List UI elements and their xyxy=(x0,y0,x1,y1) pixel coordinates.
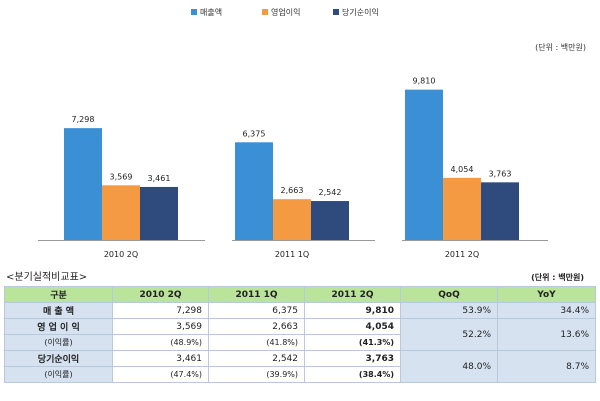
row-label-net-margin: (이익률) xyxy=(4,366,113,383)
x-tick-label-2: 2011 2Q xyxy=(445,250,479,259)
legend-sales-swatch xyxy=(191,9,197,15)
cell-op-margin-2011-2q: (41.3%) xyxy=(304,334,401,351)
row-label-net-income: 당기순이익 xyxy=(4,350,113,367)
bar-operating-profit-0 xyxy=(102,185,140,240)
bar-operating-profit-2 xyxy=(443,177,481,240)
table-unit-label: (단위 : 백만원) xyxy=(531,273,584,282)
table-row-sales: 매 출 액 7,298 6,375 9,810 53.9% 34.4% xyxy=(4,302,596,319)
table-row-operating-profit: 영 업 이 익 3,569 2,663 4,054 52.2% 13.6% xyxy=(4,318,596,351)
data-label-operating-profit-1: 2,663 xyxy=(281,186,304,195)
header-category: 구분 xyxy=(4,286,113,303)
quarterly-comparison-table: 구분 2010 2Q 2011 1Q 2011 2Q QoQ YoY 매 출 액… xyxy=(4,286,596,383)
cell-sales-2010-2q: 7,298 xyxy=(112,302,209,319)
header-yoy: YoY xyxy=(497,286,596,303)
row-label-sales: 매 출 액 xyxy=(4,302,113,319)
bar-sales-0 xyxy=(64,128,102,240)
table-row-net-income: 당기순이익 3,461 2,542 3,763 48.0% 8.7% xyxy=(4,350,596,383)
cell-op-yoy: 13.6% xyxy=(497,318,596,351)
table-title: <분기실적비교표> xyxy=(6,272,88,283)
cell-net-margin-2011-2q: (38.4%) xyxy=(304,366,401,383)
cell-sales-2011-1q: 6,375 xyxy=(208,302,305,319)
table-header-row: 구분 2010 2Q 2011 1Q 2011 2Q QoQ YoY xyxy=(4,286,596,303)
data-label-sales-1: 6,375 xyxy=(243,129,266,138)
cell-sales-2011-2q: 9,810 xyxy=(304,302,401,319)
cell-sales-qoq: 53.9% xyxy=(400,302,498,319)
data-label-sales-2: 9,810 xyxy=(413,77,436,86)
data-label-net-income-0: 3,461 xyxy=(148,174,171,183)
cell-net-2011-2q: 3,763 xyxy=(304,350,401,367)
header-2011-2q: 2011 2Q xyxy=(304,286,401,303)
data-label-operating-profit-0: 3,569 xyxy=(110,172,133,181)
chart-unit-label: (단위 : 백만원) xyxy=(535,43,586,52)
header-2010-2q: 2010 2Q xyxy=(112,286,209,303)
data-label-net-income-2: 3,763 xyxy=(489,169,512,178)
cell-net-margin-2010-2q: (47.4%) xyxy=(112,366,209,383)
cell-op-2011-1q: 2,663 xyxy=(208,318,305,335)
bar-sales-1 xyxy=(235,142,273,240)
cell-net-2010-2q: 3,461 xyxy=(112,350,209,367)
row-label-operating-margin: (이익률) xyxy=(4,334,113,351)
cell-net-margin-2011-1q: (39.9%) xyxy=(208,366,305,383)
header-qoq: QoQ xyxy=(400,286,498,303)
cell-net-yoy: 8.7% xyxy=(497,350,596,383)
cell-op-2010-2q: 3,569 xyxy=(112,318,209,335)
x-tick-label-0: 2010 2Q xyxy=(104,250,138,259)
legend-net-income-swatch xyxy=(333,9,339,15)
data-label-sales-0: 7,298 xyxy=(72,115,95,124)
data-label-net-income-1: 2,542 xyxy=(319,188,342,197)
header-2011-1q: 2011 1Q xyxy=(208,286,305,303)
legend-operating-profit-swatch xyxy=(262,9,268,15)
row-label-operating-profit: 영 업 이 익 xyxy=(4,318,113,335)
cell-op-qoq: 52.2% xyxy=(400,318,498,351)
cell-net-2011-1q: 2,542 xyxy=(208,350,305,367)
legend-operating-profit-label: 영업이익 xyxy=(271,7,300,17)
legend-sales-label: 매출액 xyxy=(200,7,222,17)
bar-sales-2 xyxy=(405,89,443,241)
cell-sales-yoy: 34.4% xyxy=(497,302,596,319)
bar-net-income-0 xyxy=(140,186,178,240)
x-tick-label-1: 2011 1Q xyxy=(275,250,309,259)
bar-net-income-1 xyxy=(311,201,349,240)
bar-operating-profit-1 xyxy=(273,199,311,240)
cell-net-qoq: 48.0% xyxy=(400,350,498,383)
table-row-operating-margin: (이익률) (48.9%) (41.8%) (41.3%) xyxy=(4,334,596,351)
table-row-net-margin: (이익률) (47.4%) (39.9%) (38.4%) xyxy=(4,366,596,383)
legend-net-income-label: 당기순이익 xyxy=(342,7,379,17)
cell-op-2011-2q: 4,054 xyxy=(304,318,401,335)
data-label-operating-profit-2: 4,054 xyxy=(451,165,474,174)
bar-net-income-2 xyxy=(481,182,519,240)
bar-chart: 매출액 영업이익 당기순이익 7,298 3,569 3,461 2010 2Q 6,375 2… xyxy=(38,7,548,259)
cell-op-margin-2011-1q: (41.8%) xyxy=(208,334,305,351)
cell-op-margin-2010-2q: (48.9%) xyxy=(112,334,209,351)
